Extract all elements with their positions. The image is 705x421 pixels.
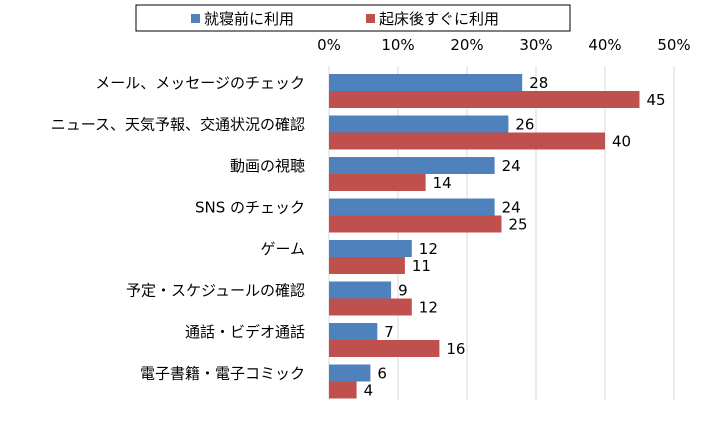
bar-bedtime <box>329 364 371 382</box>
data-label-bedtime: 6 <box>377 365 387 383</box>
x-axis-ticks: 0% 10% 20% 30% 40% 50% <box>317 36 691 54</box>
bar-wakeup <box>329 257 405 274</box>
x-tick-label: 10% <box>381 36 414 54</box>
bar-bedtime <box>329 323 378 340</box>
legend-label-bedtime: 就寝前に利用 <box>204 10 294 28</box>
data-label-wakeup: 14 <box>433 174 452 192</box>
data-label-bedtime: 9 <box>398 282 408 300</box>
legend-box <box>135 4 571 32</box>
data-label-wakeup: 4 <box>364 382 374 400</box>
data-label-bedtime: 26 <box>515 116 534 134</box>
category-label: SNS のチェック <box>195 199 305 217</box>
data-label-bedtime: 7 <box>384 323 394 341</box>
bar-wakeup <box>329 132 605 150</box>
bar-bedtime <box>329 157 495 174</box>
category-label: ゲーム <box>260 240 305 258</box>
bar-wakeup <box>329 340 440 357</box>
category-label: 予定・スケジュールの確認 <box>126 282 305 300</box>
data-label-bedtime: 28 <box>529 74 548 92</box>
category-label: 通話・ビデオ通話 <box>185 323 305 341</box>
x-tick-label: 40% <box>588 36 621 54</box>
bar-wakeup <box>329 381 357 399</box>
data-label-wakeup: 40 <box>612 133 631 151</box>
bar-bedtime <box>329 198 495 216</box>
legend-swatch-wakeup <box>366 14 375 23</box>
legend-label-wakeup: 起床後すぐに利用 <box>379 10 499 28</box>
data-label-bedtime: 24 <box>502 157 521 175</box>
data-label-wakeup: 25 <box>509 216 528 234</box>
x-tick-label: 20% <box>450 36 483 54</box>
legend-swatch-bedtime <box>191 14 200 23</box>
bar-wakeup <box>329 215 502 233</box>
bar-wakeup <box>329 91 640 108</box>
data-label-wakeup: 12 <box>419 299 438 317</box>
bar-wakeup <box>329 298 412 316</box>
category-label: ニュース、天気予報、交通状況の確認 <box>51 116 305 134</box>
category-label: メール、メッセージのチェック <box>95 74 305 92</box>
x-tick-label: 30% <box>519 36 552 54</box>
data-label-bedtime: 12 <box>419 240 438 258</box>
bar-bedtime <box>329 115 509 133</box>
category-label: 電子書籍・電子コミック <box>140 365 305 383</box>
data-label-wakeup: 45 <box>647 91 666 109</box>
bar-bedtime <box>329 281 392 299</box>
x-tick-label: 0% <box>317 36 341 54</box>
data-label-wakeup: 16 <box>446 340 465 358</box>
bar-wakeup <box>329 174 426 191</box>
bars <box>329 74 640 399</box>
data-label-bedtime: 24 <box>502 199 521 217</box>
legend: 就寝前に利用 起床後すぐに利用 <box>135 4 571 32</box>
bar-bedtime <box>329 74 523 91</box>
data-label-wakeup: 11 <box>412 257 431 275</box>
category-label: 動画の視聴 <box>230 157 305 175</box>
bar-bedtime <box>329 240 412 257</box>
x-tick-label: 50% <box>657 36 690 54</box>
